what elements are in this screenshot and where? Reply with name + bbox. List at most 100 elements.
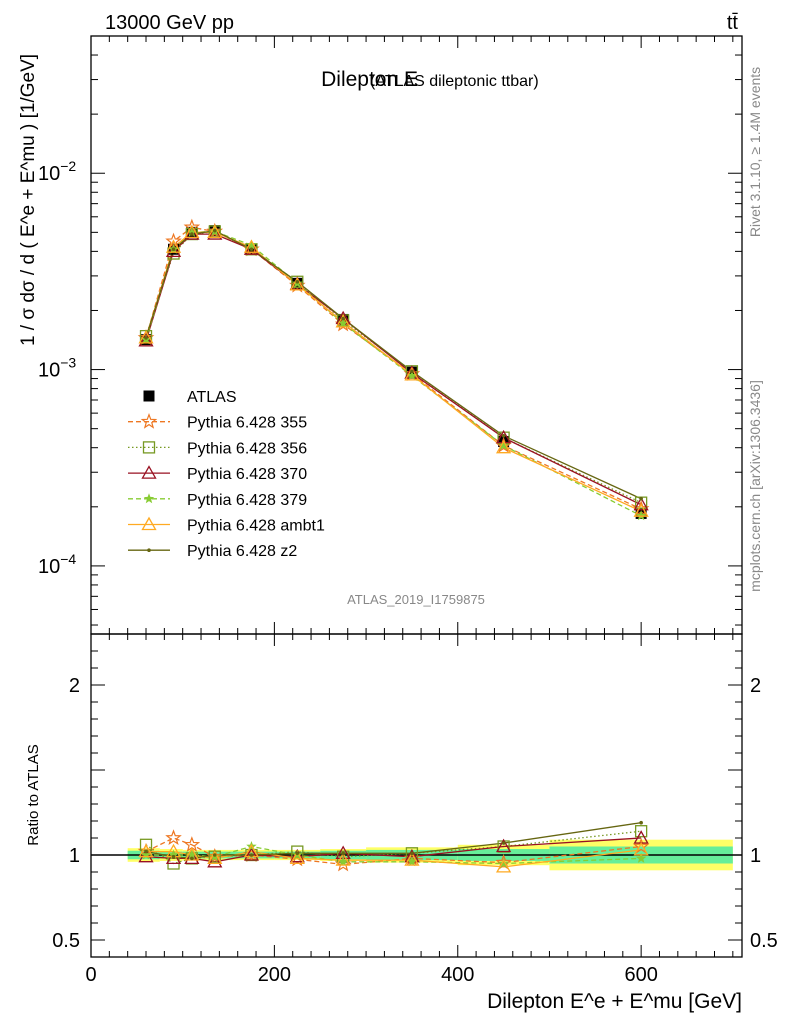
main-data-point: [138, 333, 154, 347]
legend-marker: [141, 465, 157, 479]
ratio-data-point: [404, 852, 420, 866]
ratio-panel: 0 200 400 600 0.5 0.5 1 1 2 2: [52, 633, 778, 986]
main-data-point: [633, 503, 649, 517]
x-axis-label: Dilepton E^e + E^mu [GeV]: [487, 990, 742, 1013]
ratio-y-tick-label-right: 0.5: [750, 930, 778, 952]
ratio-data-point: [289, 850, 305, 865]
process-label: tt̄: [727, 12, 739, 34]
ratio-data-point: [186, 849, 198, 860]
main-data-point: [410, 369, 414, 374]
main-data-point: [295, 279, 300, 284]
main-data-point: [498, 440, 509, 451]
analysis-watermark: ATLAS_2019_I1759875: [347, 592, 485, 607]
main-data-point: [138, 330, 154, 344]
ratio-data-point: [207, 853, 223, 868]
legend-label: Pythia 6.428 370: [187, 466, 307, 483]
main-data-point: [246, 239, 257, 250]
ratio-series-line: [145, 837, 642, 866]
ratio-data-point: [335, 852, 351, 866]
legend: ATLAS Pythia 6.428 355 Pythia 6.428 356 Pyt…: [128, 389, 325, 560]
main-data-point: [243, 239, 260, 253]
ratio-data-point: [249, 853, 254, 857]
ratio-data-point: [184, 850, 200, 865]
legend-marker: [143, 390, 155, 402]
main-data-point: [165, 239, 182, 253]
ratio-data-point: [212, 853, 217, 857]
main-data-point: [190, 232, 194, 236]
ratio-data-point: [295, 851, 300, 856]
legend-label: Pythia 6.428 379: [187, 492, 307, 509]
main-data-point: [207, 224, 223, 238]
x-tick-label: 600: [624, 964, 657, 986]
main-data-point: [404, 367, 420, 381]
legend-marker: [143, 493, 155, 504]
ratio-data-point: [171, 854, 176, 859]
ratio-y-axis-label: Ratio to ATLAS: [25, 744, 42, 845]
ratio-frame: [90, 633, 743, 958]
main-chart-title: Dilepton E: [321, 68, 418, 91]
mcplots-label: mcplots.cern.ch [arXiv:1306.3436]: [747, 380, 763, 592]
ratio-series-line: [145, 837, 642, 863]
main-data-point: [337, 317, 349, 328]
main-data-point: [335, 314, 351, 328]
ratio-y-tick-label-left: 0.5: [52, 930, 80, 952]
ratio-series-line: [146, 845, 642, 865]
ratio-y-tick-label-left: 2: [69, 675, 80, 697]
ratio-data-point: [168, 849, 179, 860]
main-data-point: [165, 243, 182, 258]
main-data-point: [635, 510, 647, 521]
ratio-data-point: [632, 837, 650, 854]
legend-label: Pythia 6.428 z2: [187, 543, 297, 560]
ratio-y-tick-label-left: 1: [69, 845, 80, 867]
main-data-point: [291, 275, 304, 288]
ratio-data-point: [190, 856, 194, 861]
ratio-data-point: [243, 847, 260, 861]
main-data-point: [249, 247, 254, 252]
ratio-data-point: [140, 849, 152, 860]
ratio-data-point: [633, 842, 649, 856]
main-data-point: [639, 496, 643, 501]
ratio-data-point: [495, 859, 512, 873]
ratio-y-tick-label-right: 1: [750, 845, 761, 867]
ratio-data-point: [410, 851, 414, 856]
main-series-line: [145, 230, 642, 504]
main-data-point: [184, 226, 200, 240]
ratio-data-point: [289, 848, 305, 863]
main-data-point: [501, 433, 506, 438]
main-data-point: [633, 496, 649, 511]
legend-marker: [141, 516, 157, 531]
main-series-line: [145, 230, 642, 517]
legend-label: ATLAS: [187, 389, 237, 406]
main-data-point: [495, 439, 512, 454]
main-data-point: [341, 316, 345, 321]
ratio-series-line: [145, 822, 642, 860]
main-data-point: [289, 277, 305, 291]
main-data-point: [171, 247, 176, 252]
ratio-data-point: [495, 838, 512, 853]
ratio-data-point: [165, 850, 182, 865]
main-data-point: [406, 370, 418, 381]
ratio-data-point: [498, 858, 509, 868]
energy-label: 13000 GeV pp: [105, 12, 234, 34]
ratio-series-line: [146, 849, 642, 868]
x-tick-label: 200: [258, 964, 291, 986]
main-chart-subtitle: (ATLAS dileptonic ttbar): [370, 73, 539, 90]
main-data-point: [184, 224, 200, 238]
rivet-version-label: Rivet 3.1.10, ≥ 1.4M events: [747, 67, 763, 237]
ratio-data-point: [639, 820, 643, 825]
ratio-data-point: [207, 850, 223, 865]
legend-marker: [142, 441, 156, 454]
main-data-point: [207, 226, 223, 240]
ratio-data-point: [406, 856, 418, 867]
ratio-data-point: [144, 849, 148, 854]
main-data-point: [186, 226, 198, 237]
x-tick-label: 0: [85, 964, 96, 986]
main-data-point: [243, 241, 260, 255]
main-y-axis-label: 1 / σ dσ / d ( E^e + E^mu ) [1/GeV]: [18, 54, 39, 346]
ratio-data-point: [165, 829, 182, 846]
x-tick-label: 400: [441, 964, 474, 986]
ratio-data-point: [635, 852, 647, 863]
legend-marker: [140, 412, 158, 429]
